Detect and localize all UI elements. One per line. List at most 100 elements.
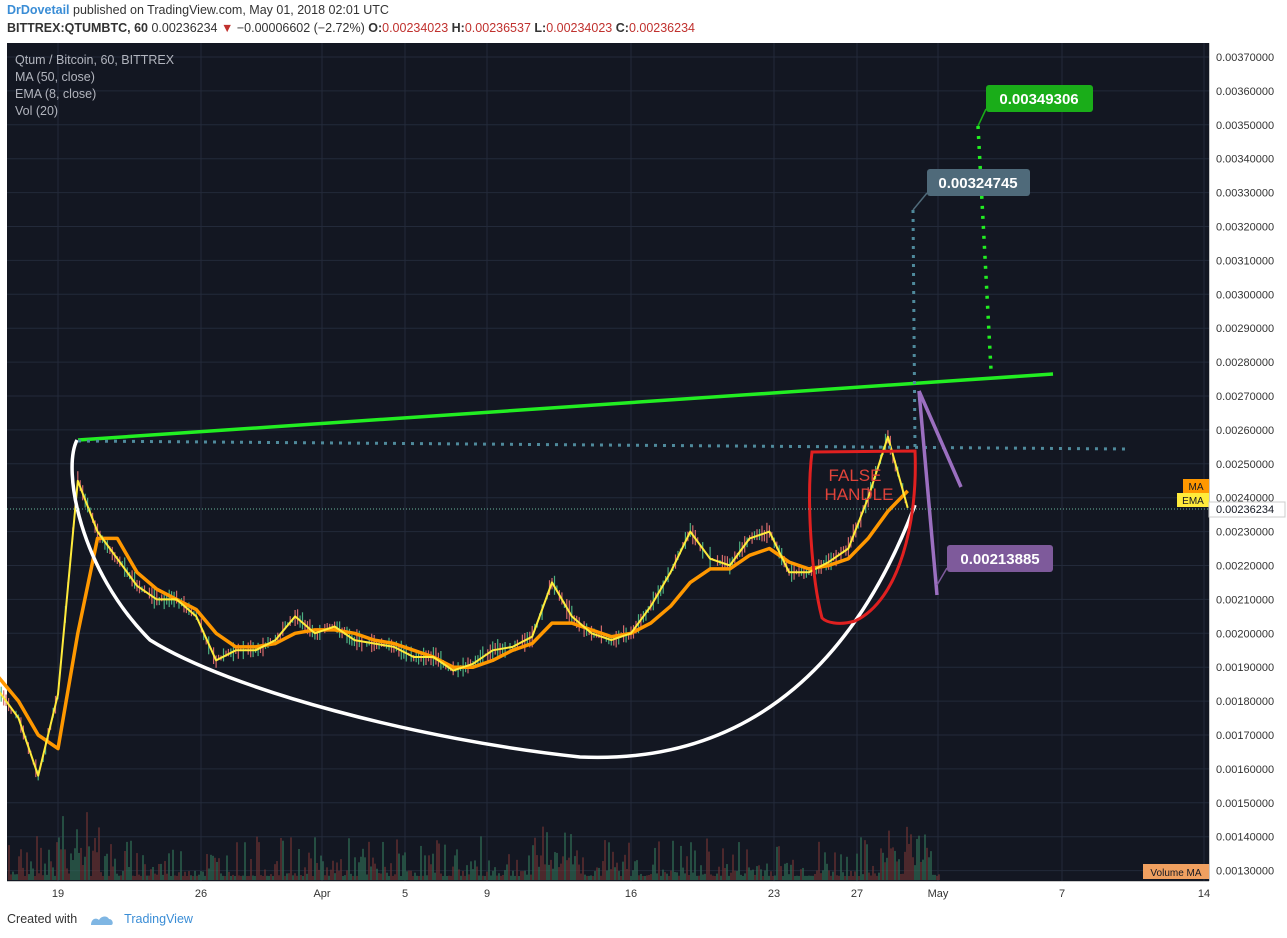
price-tick-label: 0.00270000 <box>1216 391 1274 403</box>
close-label: C: <box>615 21 629 35</box>
annotation-labels: 0.00349306 0.00324745 0.00213885 FALSE H… <box>825 85 1286 879</box>
legend-ema: EMA (8, close) <box>15 87 97 101</box>
price-tick-label: 0.00240000 <box>1216 493 1274 505</box>
high-label: H: <box>451 21 465 35</box>
price-tick-label: 0.00220000 <box>1216 561 1274 573</box>
time-ticks: 19 26 Apr 5 9 16 23 27 May 7 14 <box>52 888 1210 900</box>
wedge-upper <box>917 390 963 488</box>
time-tick-label: Apr <box>313 888 330 900</box>
purple-leader <box>936 567 948 586</box>
price-tick-label: 0.00200000 <box>1216 628 1274 640</box>
price-tick-label: 0.00180000 <box>1216 696 1274 708</box>
price-axis[interactable] <box>1209 43 1287 881</box>
grid-lines <box>7 43 1209 881</box>
created-with-label: Created with <box>7 912 78 926</box>
neckline <box>77 372 1054 442</box>
chart-legend: Qtum / Bitcoin, 60, BITTREX MA (50, clos… <box>15 52 174 120</box>
price-tick-label: 0.00350000 <box>1216 120 1274 132</box>
author-name[interactable]: DrDovetail <box>7 3 70 17</box>
time-tick-label: 5 <box>402 888 408 900</box>
volume-ma-tag: Volume MA <box>1150 868 1201 879</box>
ema-tag-box <box>1177 493 1209 507</box>
price-wiggle <box>0 430 906 781</box>
price-tick-label: 0.00210000 <box>1216 594 1274 606</box>
close-value: 0.00236234 <box>628 21 695 35</box>
time-tick-label: 26 <box>195 888 207 900</box>
price-tick-label: 0.00230000 <box>1216 527 1274 539</box>
resistance-dotted <box>77 439 1126 451</box>
volume-ma-tag-box <box>1143 864 1209 879</box>
open-label: O: <box>368 21 383 35</box>
time-tick-label: 27 <box>851 888 863 900</box>
price-tick-label: 0.00130000 <box>1216 866 1274 878</box>
blue-target-label: 0.00324745 <box>938 175 1017 192</box>
green-target-leader <box>977 108 987 127</box>
last-price-tag <box>1208 501 1286 518</box>
price-tick-label: 0.00260000 <box>1216 425 1274 437</box>
time-tick-label: 7 <box>1059 888 1065 900</box>
green-target-box <box>986 85 1093 112</box>
price-tick-label: 0.00310000 <box>1216 255 1274 267</box>
legend-title: Qtum / Bitcoin, 60, BITTREX <box>15 53 175 67</box>
ma-tag-box <box>1183 479 1209 493</box>
price-ticks: 0.00370000 0.00360000 0.00350000 0.00340000… <box>1216 52 1274 878</box>
blue-target-leader <box>912 192 928 211</box>
cup-curve <box>70 439 917 760</box>
price-tick-label: 0.00340000 <box>1216 154 1274 166</box>
symbol: BITTREX:QTUMBTC, 60 <box>7 21 148 35</box>
volume-bars <box>8 812 940 880</box>
purple-box <box>947 545 1053 572</box>
series-line-ma <box>0 489 909 751</box>
last-price-tag-label: 0.00236234 <box>1216 504 1274 516</box>
footer: Created with TradingView <box>7 912 193 927</box>
ma-tag: MA <box>1189 482 1204 493</box>
price-tick-label: 0.00370000 <box>1216 52 1274 64</box>
purple-label: 0.00213885 <box>960 551 1039 568</box>
time-axis[interactable] <box>7 881 1209 903</box>
time-tick-label: 19 <box>52 888 64 900</box>
open-value: 0.00234023 <box>382 21 449 35</box>
wedge-lower <box>917 390 939 596</box>
time-tick-label: 9 <box>484 888 490 900</box>
down-arrow-icon: ▼ <box>221 21 234 35</box>
price-tick-label: 0.00360000 <box>1216 86 1274 98</box>
high-value: 0.00236537 <box>464 21 531 35</box>
ema-tag: EMA <box>1182 496 1204 507</box>
ohlc-line: BITTREX:QTUMBTC, 60 0.00236234 ▼ −0.0000… <box>7 21 695 35</box>
time-tick-label: 16 <box>625 888 637 900</box>
tradingview-link[interactable]: TradingView <box>124 912 193 926</box>
price-tick-label: 0.00190000 <box>1216 662 1274 674</box>
legend-vol: Vol (20) <box>15 104 59 118</box>
price-tick-label: 0.00170000 <box>1216 730 1274 742</box>
price-tick-label: 0.00330000 <box>1216 188 1274 200</box>
price-change: −0.00006602 (−2.72%) <box>236 21 365 35</box>
last-price: 0.00236234 <box>151 21 218 35</box>
price-tick-label: 0.00250000 <box>1216 459 1274 471</box>
series-lines <box>0 435 909 777</box>
false-handle-text-2: HANDLE <box>825 485 894 504</box>
green-target-label: 0.00349306 <box>999 91 1078 108</box>
price-tick-label: 0.00160000 <box>1216 764 1274 776</box>
drawings <box>7 125 1209 760</box>
time-tick-label: 14 <box>1198 888 1210 900</box>
price-tick-label: 0.00320000 <box>1216 222 1274 234</box>
target-blue-dotted <box>911 209 917 449</box>
time-tick-label: May <box>928 888 949 900</box>
price-tick-label: 0.00280000 <box>1216 357 1274 369</box>
price-tick-label: 0.00140000 <box>1216 832 1274 844</box>
low-value: 0.00234023 <box>546 21 613 35</box>
time-tick-label: 23 <box>768 888 780 900</box>
low-label: L: <box>534 21 547 35</box>
blue-target-box <box>927 169 1030 196</box>
price-tick-label: 0.00150000 <box>1216 798 1274 810</box>
legend-ma: MA (50, close) <box>15 70 95 84</box>
price-tick-label: 0.00300000 <box>1216 289 1274 301</box>
series-line-ema <box>0 435 909 777</box>
publish-info: published on TradingView.com, May 01, 20… <box>73 3 389 17</box>
false-handle-text-1: FALSE <box>829 466 882 485</box>
false-handle-outline <box>808 449 917 625</box>
tradingview-logo-icon <box>90 916 113 925</box>
publish-line: DrDovetail published on TradingView.com,… <box>7 3 389 17</box>
price-tick-label: 0.00290000 <box>1216 323 1274 335</box>
